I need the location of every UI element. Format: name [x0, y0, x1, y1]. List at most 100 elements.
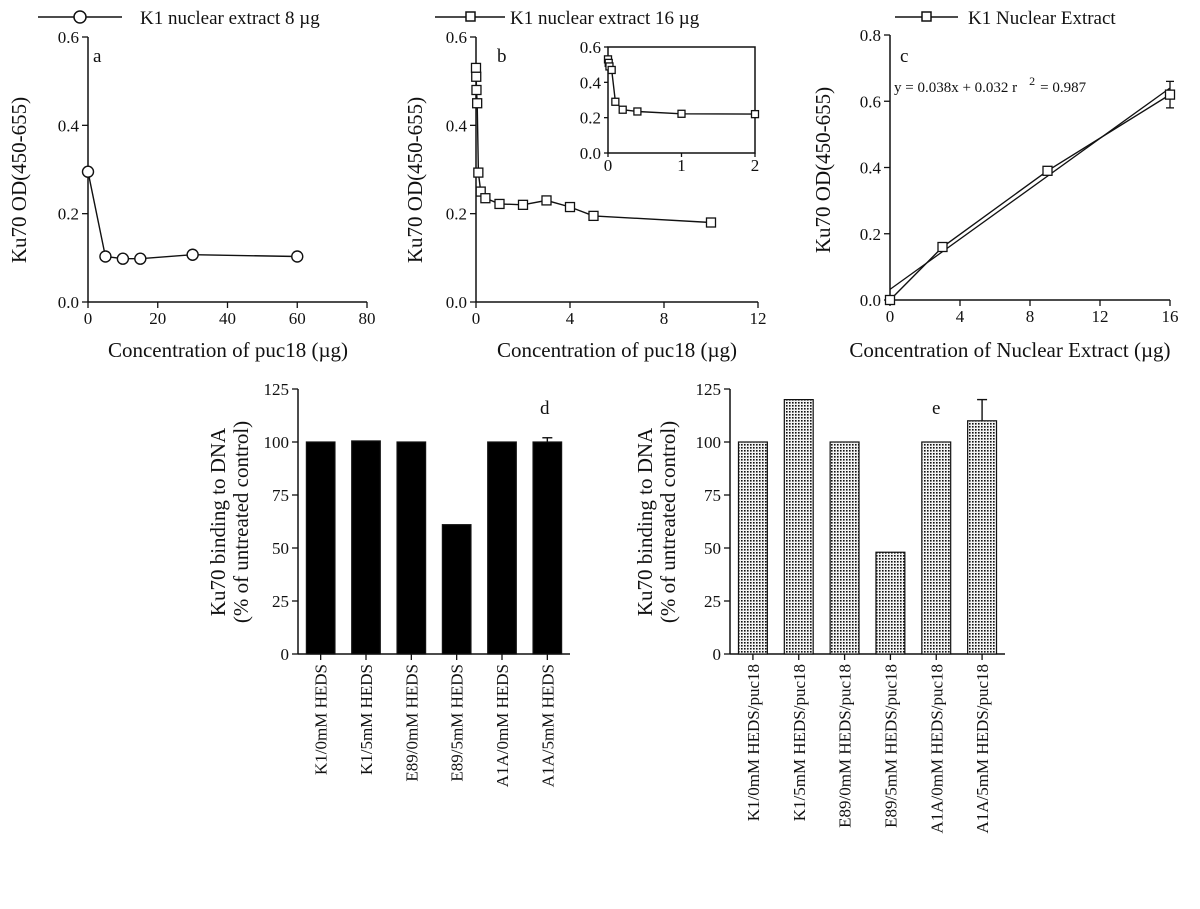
c-point	[884, 294, 896, 306]
panel-c-legend-text: K1 Nuclear Extract	[968, 8, 1116, 29]
panel-c-xlabel: Concentration of Nuclear Extract (µg)	[849, 338, 1170, 362]
e-ytick-label: 75	[704, 486, 721, 505]
b-point	[473, 167, 484, 178]
c-xtick-label: 0	[886, 307, 895, 326]
b-point	[705, 217, 717, 228]
d-category-label: E89/5mM HEDS	[448, 664, 467, 782]
c-ytick-label: 0.6	[860, 92, 881, 111]
b-ytick-label: 0.0	[446, 293, 467, 312]
a-xtick-label: 80	[359, 309, 376, 328]
a-ytick-label: 0.0	[58, 293, 79, 312]
e-ytick-label: 50	[704, 539, 721, 558]
b-point	[470, 62, 482, 74]
d-category-label: A1A/0mM HEDS	[493, 664, 512, 787]
b-inset-point	[750, 109, 760, 119]
b-inset-ytick-label: 0.4	[580, 73, 602, 92]
e-ytick-label: 125	[696, 380, 722, 399]
b-inset-point	[618, 105, 627, 114]
e-ytick-label: 25	[704, 592, 721, 611]
b-inset-xtick-label: 0	[604, 156, 613, 175]
d-category-label: E89/0mM HEDS	[402, 664, 421, 782]
b-inset-xtick-label: 2	[751, 156, 760, 175]
b-inset-frame	[607, 46, 756, 154]
panel-b: K1 nuclear extract 16 µg b Concentration…	[403, 8, 767, 362]
b-inset-point	[677, 109, 686, 118]
e-ytick-label: 100	[696, 433, 722, 452]
d-category-label: K1/0mM HEDS	[312, 664, 331, 775]
e-category-label: K1/5mM HEDS/puc18	[790, 664, 809, 821]
panel-b-legend: K1 nuclear extract 16 µg	[435, 8, 700, 29]
d-bar	[396, 441, 427, 655]
d-bar	[532, 441, 563, 655]
e-bar	[783, 399, 814, 655]
a-point	[186, 248, 199, 261]
b-point	[480, 193, 491, 204]
a-point	[99, 250, 112, 263]
panel-b-ylabel: Ku70 OD(450-655)	[403, 97, 427, 263]
panel-e: e Ku70 binding to DNA (% of untreated co…	[633, 380, 1005, 834]
c-ytick-label: 0.2	[860, 225, 881, 244]
e-bar	[737, 441, 768, 655]
b-point	[517, 199, 529, 210]
panel-b-legend-marker	[465, 11, 476, 22]
b-point	[588, 210, 599, 222]
panel-e-ylabel-line2: (% of untreated control)	[656, 421, 680, 623]
panel-a: K1 nuclear extract 8 µg a Concentration …	[7, 8, 376, 362]
panel-b-label: b	[497, 46, 507, 67]
panel-b-legend-text: K1 nuclear extract 16 µg	[510, 8, 700, 29]
d-bar	[351, 440, 381, 655]
d-ytick-label: 50	[272, 539, 289, 558]
d-bar	[487, 441, 517, 655]
e-category-label: A1A/5mM HEDS/puc18	[973, 664, 992, 834]
b-point	[541, 195, 552, 206]
c-xtick-label: 4	[956, 307, 965, 326]
a-ytick-label: 0.6	[58, 28, 79, 47]
e-category-label: K1/0mM HEDS/puc18	[744, 664, 763, 821]
b-point	[472, 98, 483, 109]
panel-c-ylabel: Ku70 OD(450-655)	[811, 87, 835, 253]
panel-e-label: e	[932, 398, 940, 419]
panel-a-label: a	[93, 46, 102, 67]
a-ytick-label: 0.2	[58, 205, 79, 224]
b-ytick-label: 0.4	[446, 116, 468, 135]
d-category-label: K1/5mM HEDS	[357, 664, 376, 775]
b-inset-xtick-label: 1	[677, 156, 686, 175]
b-inset-ytick-label: 0.6	[580, 38, 601, 57]
panel-a-legend: K1 nuclear extract 8 µg	[38, 8, 320, 29]
c-point	[937, 241, 948, 253]
panel-d-plot: 0 25 50 75 100 125 K1/0mM HEDS K1/5mM HEDS E89/0…	[264, 380, 570, 787]
a-ytick-label: 0.4	[58, 116, 80, 135]
c-xtick-label: 8	[1026, 307, 1035, 326]
panel-c-equation: y = 0.038x + 0.032 r 2 = 0.987	[894, 74, 1087, 96]
b-inset-point	[633, 107, 642, 116]
d-ytick-label: 125	[264, 380, 290, 399]
a-point	[116, 252, 130, 265]
panel-a-legend-marker	[73, 10, 87, 24]
panel-c: K1 Nuclear Extract c y = 0.038x + 0.032 …	[811, 8, 1179, 362]
b-inset-ytick-label: 0.0	[580, 144, 601, 163]
panel-b-inset: 0 1 2 0.0 0.2 0.4 0.6	[580, 38, 760, 175]
c-point	[1164, 89, 1176, 100]
e-bar	[875, 551, 906, 655]
d-ytick-label: 75	[272, 486, 289, 505]
b-point	[564, 201, 576, 213]
a-xtick-label: 20	[149, 309, 166, 328]
c-xtick-label: 12	[1092, 307, 1109, 326]
d-bar	[441, 524, 472, 655]
d-ytick-label: 0	[281, 645, 290, 664]
panel-e-plot: 0 25 50 75 100 125 K1/0mM HEDS/puc18 K1/5mM HED…	[696, 380, 1005, 834]
panel-d-label: d	[540, 398, 550, 419]
e-category-label: E89/5mM HEDS/puc18	[881, 664, 900, 828]
b-point	[471, 84, 482, 96]
panel-c-plot: 0 4 8 12 16 0.0 0.2 0.4 0.6 0.8	[860, 26, 1179, 326]
a-point	[81, 165, 95, 178]
c-fit-line	[889, 87, 1171, 290]
b-xtick-label: 0	[472, 309, 481, 328]
c-ytick-label: 0.4	[860, 159, 882, 178]
c-ytick-label: 0.8	[860, 26, 881, 45]
e-ytick-label: 0	[713, 645, 722, 664]
b-xtick-label: 12	[750, 309, 767, 328]
d-bar	[305, 441, 336, 655]
a-xtick-label: 0	[84, 309, 93, 328]
